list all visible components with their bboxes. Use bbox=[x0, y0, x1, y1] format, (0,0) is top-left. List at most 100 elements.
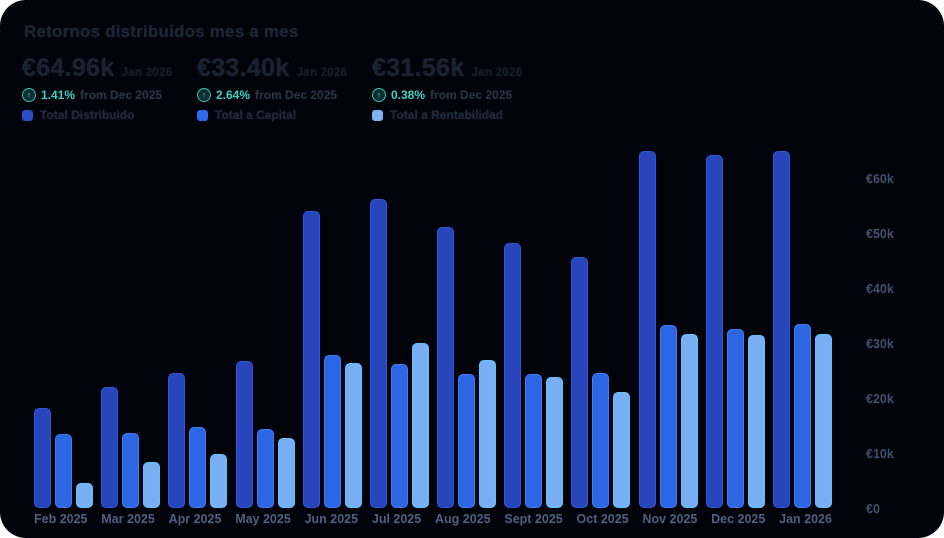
bar-group-sept-2025 bbox=[504, 242, 564, 508]
month-label: Jul 2025 bbox=[371, 512, 422, 526]
bar-group-jan-2026 bbox=[772, 150, 832, 508]
bar-total-a-capital[interactable] bbox=[726, 329, 744, 508]
bar-total-a-capital[interactable] bbox=[55, 433, 72, 508]
month-label: Jun 2025 bbox=[304, 512, 359, 526]
bar-total-a-rentabilidad[interactable] bbox=[613, 391, 631, 508]
kpi-change-pct: 2.64% bbox=[216, 88, 251, 102]
bar-total-a-rentabilidad[interactable] bbox=[411, 343, 429, 508]
bar-total-a-rentabilidad[interactable] bbox=[680, 333, 698, 508]
month-label: Feb 2025 bbox=[34, 512, 88, 526]
trend-up-icon: ↑ bbox=[22, 88, 36, 102]
kpi-value: €33.40k bbox=[197, 54, 290, 82]
month-label: Oct 2025 bbox=[576, 512, 629, 526]
kpi-period: Jan 2026 bbox=[121, 65, 173, 79]
bar-total-distribuido[interactable] bbox=[34, 407, 51, 508]
legend-label: Total a Rentabilidad bbox=[390, 108, 504, 122]
bar-total-distribuido[interactable] bbox=[369, 198, 387, 508]
kpi-change-label: from Dec 2025 bbox=[430, 88, 513, 102]
month-label: Sept 2025 bbox=[504, 512, 563, 526]
kpi-total-distribuido: €64.96k Jan 2026 ↑ 1.41% from Dec 2025 T… bbox=[22, 54, 197, 122]
bar-group-dec-2025 bbox=[705, 155, 765, 508]
bar-total-a-capital[interactable] bbox=[122, 433, 140, 508]
month-label: Dec 2025 bbox=[711, 512, 766, 526]
legend-label: Total Distribuido bbox=[40, 108, 135, 122]
kpi-row: €64.96k Jan 2026 ↑ 1.41% from Dec 2025 T… bbox=[22, 54, 547, 122]
y-tick-label: €60k bbox=[866, 172, 894, 186]
y-tick-label: €30k bbox=[866, 337, 894, 351]
bar-group-aug-2025 bbox=[437, 226, 497, 508]
kpi-change-label: from Dec 2025 bbox=[80, 88, 163, 102]
x-axis-labels: Feb 2025 Mar 2025 Apr 2025 May 2025 Jun 2025… bbox=[26, 508, 840, 530]
bar-total-a-capital[interactable] bbox=[592, 373, 610, 508]
month-label: Aug 2025 bbox=[435, 512, 491, 526]
bar-group-oct-2025 bbox=[571, 257, 631, 508]
bar-total-a-rentabilidad[interactable] bbox=[479, 360, 497, 508]
bar-total-a-capital[interactable] bbox=[458, 373, 476, 508]
y-tick-label: €10k bbox=[866, 447, 894, 461]
trend-up-icon: ↑ bbox=[197, 88, 211, 102]
bar-total-a-rentabilidad[interactable] bbox=[814, 334, 832, 508]
legend-item-total-a-capital[interactable]: Total a Capital bbox=[197, 108, 372, 122]
bar-total-a-rentabilidad[interactable] bbox=[747, 335, 765, 508]
bar-group-may-2025 bbox=[235, 361, 295, 508]
legend-item-total-a-rentabilidad[interactable]: Total a Rentabilidad bbox=[372, 108, 547, 122]
kpi-total-a-capital: €33.40k Jan 2026 ↑ 2.64% from Dec 2025 T… bbox=[197, 54, 372, 122]
kpi-change-pct: 1.41% bbox=[41, 88, 76, 102]
y-tick-label: €20k bbox=[866, 392, 894, 406]
bar-total-distribuido[interactable] bbox=[302, 211, 320, 508]
bar-group-feb-2025 bbox=[34, 407, 93, 508]
month-label: Nov 2025 bbox=[642, 512, 698, 526]
legend-item-total-distribuido[interactable]: Total Distribuido bbox=[22, 108, 197, 122]
y-axis: €0 €10k €20k €30k €40k €50k €60k bbox=[840, 145, 926, 530]
kpi-change: ↑ 2.64% from Dec 2025 bbox=[197, 88, 372, 102]
bar-total-a-capital[interactable] bbox=[525, 373, 543, 508]
bar-total-a-rentabilidad[interactable] bbox=[210, 454, 228, 508]
month-label: May 2025 bbox=[235, 512, 291, 526]
bar-total-distribuido[interactable] bbox=[571, 257, 589, 508]
bar-total-a-capital[interactable] bbox=[256, 428, 274, 508]
month-label: Jan 2026 bbox=[779, 512, 832, 526]
legend-dot bbox=[372, 109, 383, 121]
month-label: Apr 2025 bbox=[168, 512, 222, 526]
y-tick-label: €0 bbox=[866, 502, 880, 516]
bar-total-distribuido[interactable] bbox=[705, 155, 723, 508]
kpi-value: €31.56k bbox=[372, 54, 465, 82]
bar-total-distribuido[interactable] bbox=[504, 242, 522, 508]
legend-dot bbox=[197, 109, 208, 121]
page-title: Retornos distribuidos mes a mes bbox=[24, 22, 299, 41]
bar-group-mar-2025 bbox=[101, 387, 161, 508]
bar-group-jul-2025 bbox=[369, 198, 429, 508]
plot-area: Feb 2025 Mar 2025 Apr 2025 May 2025 Jun 2025… bbox=[26, 145, 840, 530]
y-tick-label: €40k bbox=[866, 282, 894, 296]
kpi-change: ↑ 0.38% from Dec 2025 bbox=[372, 88, 547, 102]
kpi-period: Jan 2026 bbox=[471, 65, 523, 79]
bar-total-distribuido[interactable] bbox=[101, 387, 119, 508]
kpi-change-pct: 0.38% bbox=[391, 88, 426, 102]
bar-total-distribuido[interactable] bbox=[638, 150, 656, 508]
bar-total-distribuido[interactable] bbox=[235, 361, 253, 508]
bar-total-a-capital[interactable] bbox=[659, 325, 677, 508]
legend-dot bbox=[22, 109, 33, 121]
bar-total-a-rentabilidad[interactable] bbox=[76, 483, 93, 508]
kpi-change-label: from Dec 2025 bbox=[255, 88, 338, 102]
bar-total-a-rentabilidad[interactable] bbox=[143, 461, 161, 508]
kpi-value: €64.96k bbox=[22, 54, 115, 82]
bar-total-a-capital[interactable] bbox=[323, 355, 341, 508]
bar-total-a-capital[interactable] bbox=[390, 363, 408, 508]
bar-total-a-capital[interactable] bbox=[793, 324, 811, 508]
bar-total-a-rentabilidad[interactable] bbox=[344, 362, 362, 508]
bar-total-distribuido[interactable] bbox=[168, 373, 186, 508]
bar-total-a-rentabilidad[interactable] bbox=[277, 438, 295, 508]
monthly-returns-bar-chart: Feb 2025 Mar 2025 Apr 2025 May 2025 Jun 2025… bbox=[26, 145, 926, 530]
bar-group-nov-2025 bbox=[638, 150, 698, 508]
bar-total-a-capital[interactable] bbox=[189, 427, 207, 508]
bar-total-distribuido[interactable] bbox=[772, 150, 790, 508]
kpi-change: ↑ 1.41% from Dec 2025 bbox=[22, 88, 197, 102]
bar-group-jun-2025 bbox=[302, 211, 362, 508]
bar-total-distribuido[interactable] bbox=[437, 226, 455, 508]
legend-label: Total a Capital bbox=[215, 108, 297, 122]
bar-total-a-rentabilidad[interactable] bbox=[546, 377, 564, 508]
month-label: Mar 2025 bbox=[101, 512, 155, 526]
bar-group-apr-2025 bbox=[168, 373, 228, 508]
